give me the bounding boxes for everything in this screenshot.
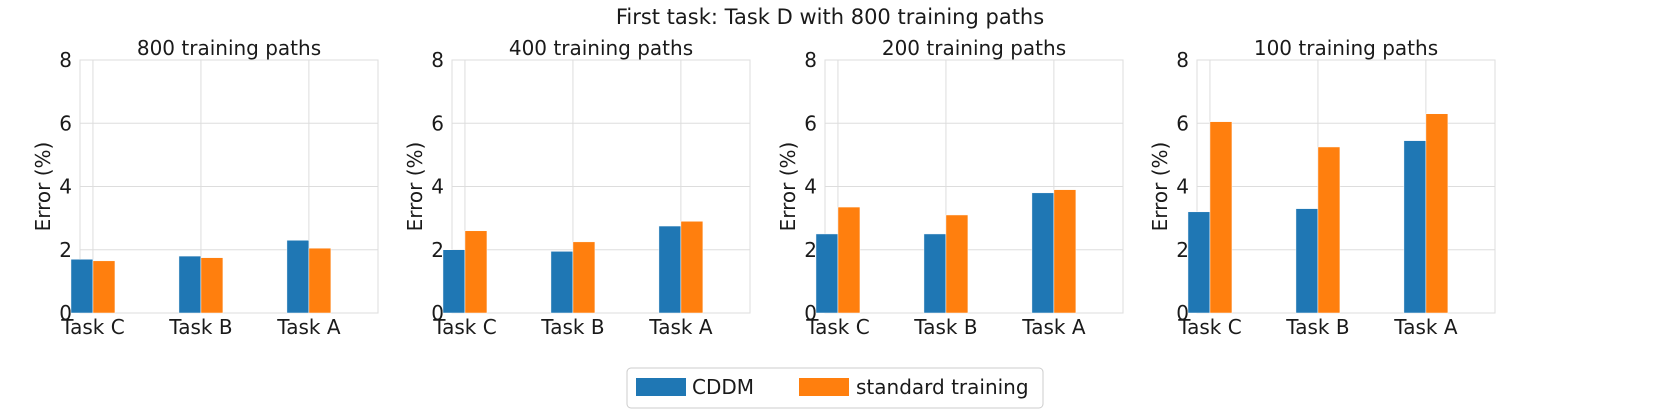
y-tick-label: 6 <box>1176 111 1189 135</box>
x-tick-label: Task C <box>60 315 125 339</box>
y-tick-label: 2 <box>804 238 817 262</box>
subplot-2: 0 2 4 6 8 Task C Task B Task A Error (%) 400 trai… <box>403 36 751 339</box>
bar-cddm-task-a <box>286 240 310 314</box>
y-tick-label: 0 <box>1176 301 1189 325</box>
bar-cddm-task-a <box>1031 192 1055 314</box>
legend-swatch-standard-training <box>799 378 849 396</box>
legend: CDDM standard training <box>626 367 1044 409</box>
x-tick-label: Task A <box>648 315 713 339</box>
y-tick-label: 8 <box>804 48 817 72</box>
bar-cddm-task-c <box>70 258 94 314</box>
x-tick-label: Task A <box>1021 315 1086 339</box>
x-tick-label: Task C <box>805 315 870 339</box>
subplot-title: 200 training paths <box>882 36 1066 60</box>
y-tick-label: 4 <box>59 175 72 199</box>
figure-suptitle: First task: Task D with 800 training pat… <box>616 5 1044 29</box>
subplot-title: 400 training paths <box>509 36 693 60</box>
y-axis-label: Error (%) <box>776 142 800 232</box>
bar-cddm-task-b <box>923 233 947 314</box>
y-tick-label: 4 <box>804 175 817 199</box>
y-tick-label: 4 <box>431 175 444 199</box>
y-tick-label: 0 <box>804 301 817 325</box>
bar-cddm-task-a <box>1403 140 1427 314</box>
x-tick-label: Task C <box>432 315 497 339</box>
y-tick-label: 0 <box>59 301 72 325</box>
plot-frame <box>451 59 751 314</box>
y-tick-label: 0 <box>431 301 444 325</box>
x-tick-label: Task A <box>1393 315 1458 339</box>
bar-standard-training-task-a <box>1053 189 1077 314</box>
x-tick-label: Task B <box>540 315 604 339</box>
y-tick-label: 2 <box>431 238 444 262</box>
x-tick-label: Task B <box>913 315 977 339</box>
y-tick-label: 6 <box>804 111 817 135</box>
bar-standard-training-task-c <box>837 206 861 314</box>
bar-standard-training-task-a <box>1425 113 1449 314</box>
y-axis-label: Error (%) <box>31 142 55 232</box>
bar-cddm-task-b <box>550 251 574 314</box>
y-tick-label: 4 <box>1176 175 1189 199</box>
x-tick-label: Task C <box>1177 315 1242 339</box>
bar-cddm-task-b <box>178 255 202 314</box>
subplot-1: 0 2 4 6 8 Task C Task B Task A Error (%) 800 trai… <box>31 36 379 339</box>
legend-label-standard-training: standard training <box>856 375 1029 399</box>
bar-standard-training-task-b <box>945 214 969 314</box>
bar-standard-training-task-b <box>1317 146 1341 314</box>
y-tick-label: 2 <box>59 238 72 262</box>
bar-cddm-task-c <box>815 233 839 314</box>
legend-label-cddm: CDDM <box>692 375 754 399</box>
subplot-title: 800 training paths <box>137 36 321 60</box>
y-tick-label: 8 <box>59 48 72 72</box>
y-tick-label: 2 <box>1176 238 1189 262</box>
bar-standard-training-task-b <box>200 257 224 314</box>
y-tick-label: 8 <box>1176 48 1189 72</box>
bar-standard-training-task-a <box>680 221 704 314</box>
x-tick-label: Task B <box>1285 315 1349 339</box>
y-axis-label: Error (%) <box>1148 142 1172 232</box>
y-axis-label: Error (%) <box>403 142 427 232</box>
subplots: 0 2 4 6 8 Task C Task B Task A Error (%) 800 trai… <box>31 36 1496 339</box>
bar-standard-training-task-c <box>1209 121 1233 314</box>
y-tick-label: 8 <box>431 48 444 72</box>
bar-cddm-task-a <box>658 225 682 314</box>
bar-cddm-task-c <box>442 249 466 314</box>
plot-frame <box>1196 59 1496 314</box>
y-tick-label: 6 <box>59 111 72 135</box>
bar-standard-training-task-b <box>572 241 596 314</box>
legend-swatch-cddm <box>636 378 686 396</box>
subplot-title: 100 training paths <box>1254 36 1438 60</box>
bar-standard-training-task-c <box>464 230 488 314</box>
y-tick-label: 6 <box>431 111 444 135</box>
bar-standard-training-task-c <box>92 260 116 314</box>
x-tick-label: Task B <box>168 315 232 339</box>
bar-standard-training-task-a <box>308 247 332 314</box>
x-tick-label: Task A <box>276 315 341 339</box>
plot-frame <box>79 59 379 314</box>
subplot-4: 0 2 4 6 8 Task C Task B Task A Error (%) 100 trai… <box>1148 36 1496 339</box>
plot-frame <box>824 59 1124 314</box>
bar-cddm-task-c <box>1187 211 1211 314</box>
bar-cddm-task-b <box>1295 208 1319 314</box>
subplot-3: 0 2 4 6 8 Task C Task B Task A Error (%) 200 trai… <box>776 36 1124 339</box>
